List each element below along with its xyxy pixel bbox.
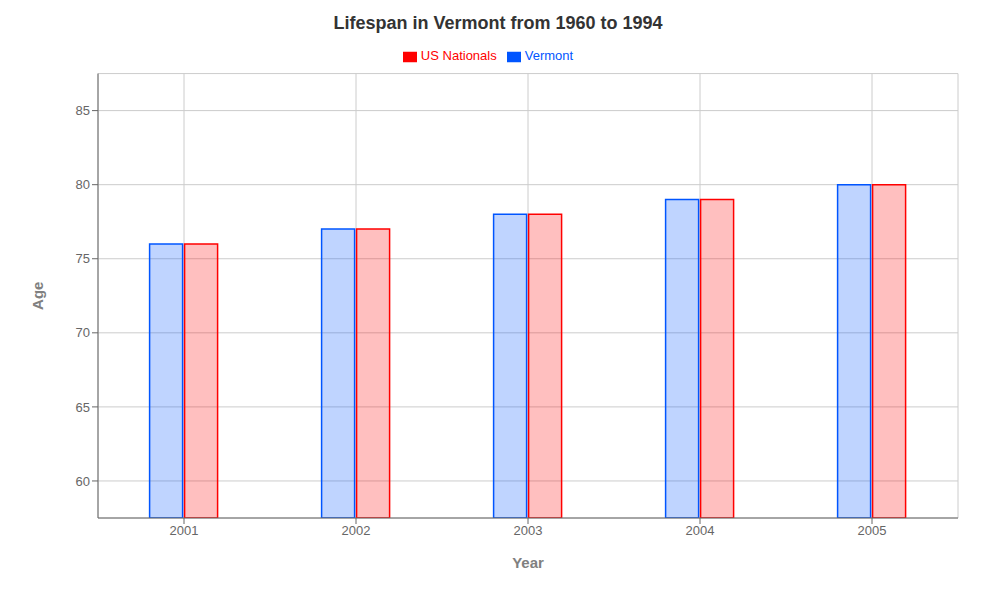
svg-text:Age: Age — [29, 282, 46, 310]
svg-text:75: 75 — [76, 251, 90, 266]
svg-text:60: 60 — [76, 474, 90, 489]
svg-text:2005: 2005 — [858, 523, 887, 538]
html-text:Vermont: Vermont — [524, 48, 574, 63]
svg-text:65: 65 — [76, 400, 90, 415]
svg-text:2002: 2002 — [342, 523, 371, 538]
svg-text:2003: 2003 — [514, 523, 543, 538]
svg-text:2004: 2004 — [686, 523, 715, 538]
svg-text:70: 70 — [76, 325, 90, 340]
html-text:Lifespan in Vermont from 1960: Lifespan in Vermont from 1960 to 1994 — [333, 13, 663, 33]
svg-text:Year: Year — [512, 554, 544, 571]
svg-text:85: 85 — [76, 103, 90, 118]
svg-text:80: 80 — [76, 177, 90, 192]
svg-text:2001: 2001 — [170, 523, 199, 538]
html-text:US Nationals: US Nationals — [420, 48, 497, 63]
